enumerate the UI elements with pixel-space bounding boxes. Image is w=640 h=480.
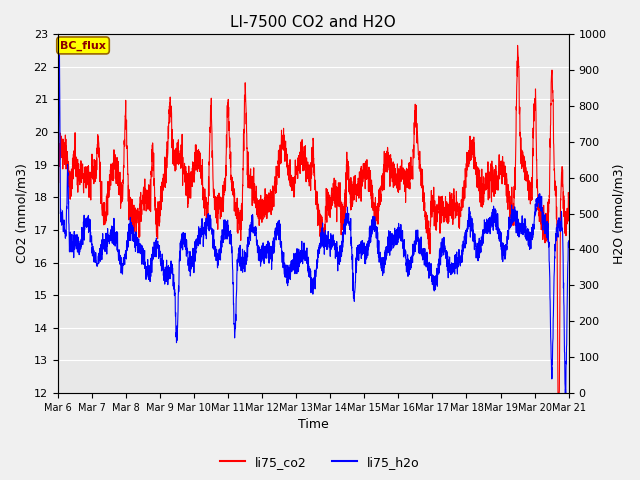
Y-axis label: H2O (mmol/m3): H2O (mmol/m3) (612, 163, 625, 264)
Title: LI-7500 CO2 and H2O: LI-7500 CO2 and H2O (230, 15, 396, 30)
X-axis label: Time: Time (298, 419, 328, 432)
Text: BC_flux: BC_flux (60, 40, 106, 50)
Y-axis label: CO2 (mmol/m3): CO2 (mmol/m3) (15, 164, 28, 264)
Legend: li75_co2, li75_h2o: li75_co2, li75_h2o (215, 451, 425, 474)
